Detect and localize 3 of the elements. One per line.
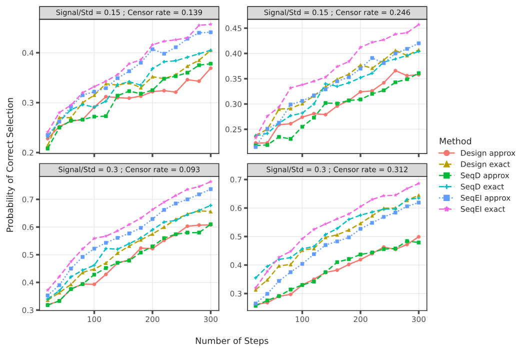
legend-title: Method (440, 138, 472, 144)
y-axis-title: Probability of Correct Selection (6, 98, 15, 232)
x-axis-title: Number of Steps (196, 337, 268, 346)
